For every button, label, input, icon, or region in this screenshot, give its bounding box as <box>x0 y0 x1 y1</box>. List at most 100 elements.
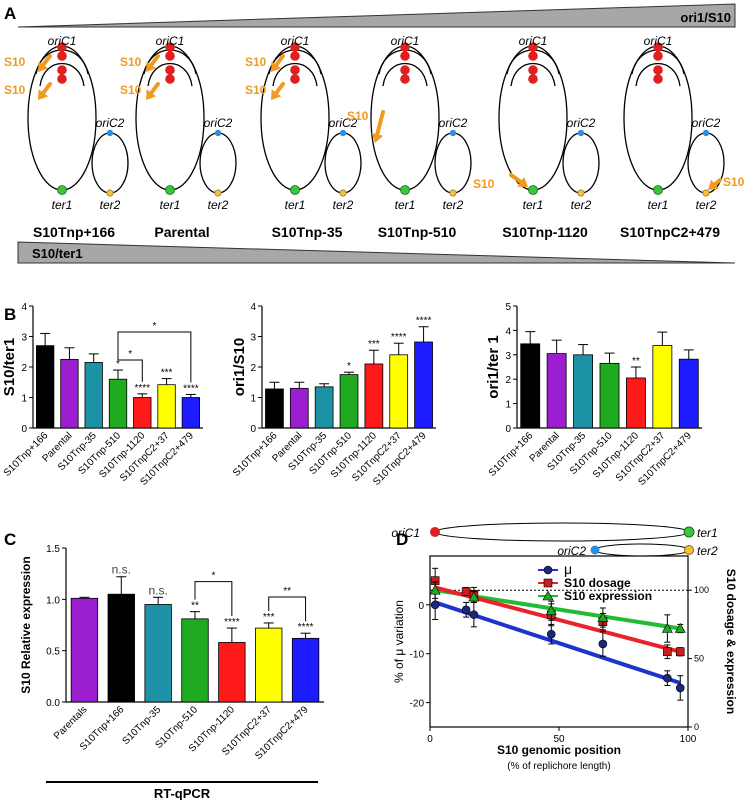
y-tick-label: -10 <box>410 650 425 661</box>
terminus-marker <box>165 185 175 195</box>
bar <box>291 637 320 703</box>
bar <box>36 345 55 429</box>
strain-name: S10Tnp-35 <box>272 224 343 240</box>
ter1-label: ter1 <box>285 198 306 212</box>
y-tick-label: 0 <box>21 424 27 435</box>
origin-marker <box>165 42 175 52</box>
y-tick-label: 5 <box>505 302 511 313</box>
origin-marker <box>165 51 175 61</box>
panel-b-letter: B <box>4 305 16 324</box>
chromosome-diagram: oriC1 oriC2 ter1 ter2 S10Tnp-510 S10 <box>347 34 472 240</box>
ter2-label: ter2 <box>208 198 229 212</box>
data-point <box>661 622 673 633</box>
origin-marker <box>57 42 67 52</box>
replication-fork <box>382 62 428 87</box>
comparison-label: ** <box>283 586 291 597</box>
ter1-label: ter1 <box>648 198 669 212</box>
significance-label: * <box>116 359 120 370</box>
chromosome2 <box>324 132 362 194</box>
bar <box>157 384 176 429</box>
chromosome-diagram: oriC1 oriC2 ter1 ter2 S10TnpC2+479 S10 <box>620 34 745 240</box>
origin-marker <box>400 74 410 84</box>
y-tick-label: 4 <box>505 326 511 337</box>
s10-label: S10 <box>120 55 142 69</box>
comparison-label: * <box>128 349 132 360</box>
significance-label: **** <box>391 332 407 343</box>
s10-arrow-head <box>38 61 49 72</box>
bar <box>289 387 309 429</box>
replication-fork <box>635 62 681 87</box>
comparison-label: * <box>152 321 156 332</box>
s10-arrow-head <box>146 61 157 72</box>
origin-marker <box>400 42 410 52</box>
s10-arrow-shaft <box>149 54 160 67</box>
y-right-tick-label: 0 <box>694 722 699 732</box>
y-axis-title: ori1/ter 1 <box>485 335 502 398</box>
s10-arrow-shaft <box>41 54 52 67</box>
significance-label: **** <box>183 383 199 394</box>
significance-label: **** <box>416 316 432 327</box>
terminus-marker <box>653 185 663 195</box>
origin2-marker <box>702 129 710 137</box>
y-tick-label: 3 <box>250 333 256 344</box>
bar <box>626 377 646 429</box>
method-label: RT-qPCR <box>154 786 211 800</box>
bar-chart-C: 0.0 0.5 1.0 1.5 S10 Relative expression Paren… <box>19 544 324 762</box>
bar <box>546 353 567 429</box>
ter2-label: ter2 <box>443 198 464 212</box>
s10-arrow-head <box>708 179 719 190</box>
ter2-label: ter2 <box>696 198 717 212</box>
data-point <box>598 639 608 649</box>
origin-marker <box>165 74 175 84</box>
legend-label: S10 expression <box>564 589 652 603</box>
significance-label: **** <box>298 622 314 633</box>
s10-label: S10 <box>723 175 745 189</box>
data-point <box>674 622 686 633</box>
comparison-bracket <box>194 581 233 617</box>
chromosome1-line <box>434 522 690 542</box>
y-tick-label: 0.0 <box>46 698 60 709</box>
origin-marker <box>57 51 67 61</box>
category-label: Parentals <box>52 704 90 742</box>
bar <box>255 627 283 703</box>
terminus-marker <box>290 185 300 195</box>
data-point <box>461 605 471 615</box>
x-tick-label: 0 <box>427 734 433 745</box>
oric2-label: oriC2 <box>96 116 125 130</box>
strain-name: S10TnpC2+479 <box>620 224 720 240</box>
bar <box>599 362 620 429</box>
scatter-chart-D: 0 50 100 -20 -10 0 0 50 100 S10 genomic position (… <box>392 555 738 772</box>
y-tick-label: 4 <box>250 302 256 313</box>
y-right-tick-label: 50 <box>694 654 704 664</box>
s10-label: S10 <box>120 83 142 97</box>
s10-arrow-shaft <box>375 110 385 137</box>
bar <box>108 378 128 429</box>
origin-marker <box>57 74 67 84</box>
ter1-label: ter1 <box>395 198 416 212</box>
origin-marker <box>653 51 663 61</box>
terminus-marker <box>57 185 67 195</box>
s10-arrow-shaft <box>274 82 285 95</box>
x-tick-label: 50 <box>553 734 565 745</box>
origin2-marker <box>339 129 347 137</box>
s10-ter-wedge-label: S10/ter1 <box>32 246 83 261</box>
legend-label: μ <box>564 561 572 577</box>
bar <box>520 343 541 429</box>
strain-name: S10Tnp+166 <box>33 224 115 240</box>
data-point <box>675 647 685 657</box>
oric2-label: oriC2 <box>439 116 468 130</box>
data-point <box>461 587 471 596</box>
origin-marker <box>528 42 538 52</box>
chromosome-diagram: oriC1 oriC2 ter1 ter2 S10Tnp-35 S10 S10 <box>245 34 362 240</box>
oric1-label: oriC1 <box>281 34 310 48</box>
oric1-label: oriC1 <box>644 34 673 48</box>
origin2-marker <box>577 129 585 137</box>
s10-arrow-shaft <box>274 54 285 67</box>
significance-label: n.s. <box>148 583 167 597</box>
s10-arrow-shaft <box>712 178 722 187</box>
origin2-marker <box>590 545 600 555</box>
bar <box>181 618 209 703</box>
s10-label: S10 <box>4 55 26 69</box>
y-tick-label: 0 <box>418 601 424 612</box>
s10-arrow-head <box>271 61 282 72</box>
